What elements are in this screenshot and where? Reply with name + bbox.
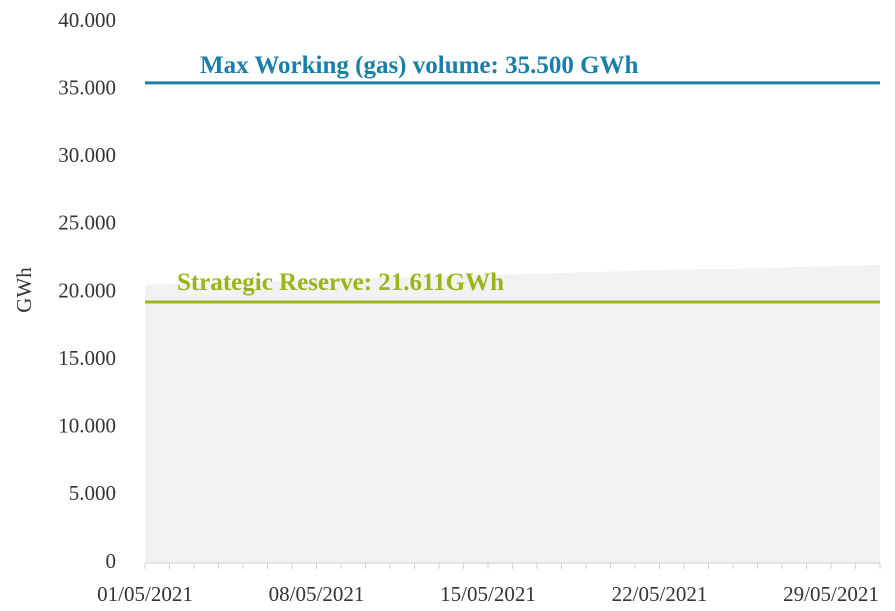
y-axis-label: GWh [12,267,36,313]
x-tick-label: 22/05/2021 [612,582,708,606]
y-tick-label: 25.000 [58,211,116,235]
y-tick-label: 15.000 [58,346,116,370]
x-tick-label: 29/05/2021 [783,582,879,606]
x-tick-label: 01/05/2021 [97,582,193,606]
reference-label: Max Working (gas) volume: 35.500 GWh [200,52,639,79]
y-tick-label: 20.000 [58,278,116,302]
y-tick-label: 40.000 [58,8,116,32]
y-tick-label: 35.000 [58,75,116,99]
x-tick-label: 15/05/2021 [440,582,536,606]
y-tick-label: 10.000 [58,414,116,438]
y-tick-label: 0 [106,549,117,573]
y-tick-label: 30.000 [58,143,116,167]
reference-label: Strategic Reserve: 21.611GWh [177,269,504,296]
area [145,264,880,563]
y-tick-label: 5.000 [69,481,116,505]
x-tick-label: 08/05/2021 [269,582,365,606]
